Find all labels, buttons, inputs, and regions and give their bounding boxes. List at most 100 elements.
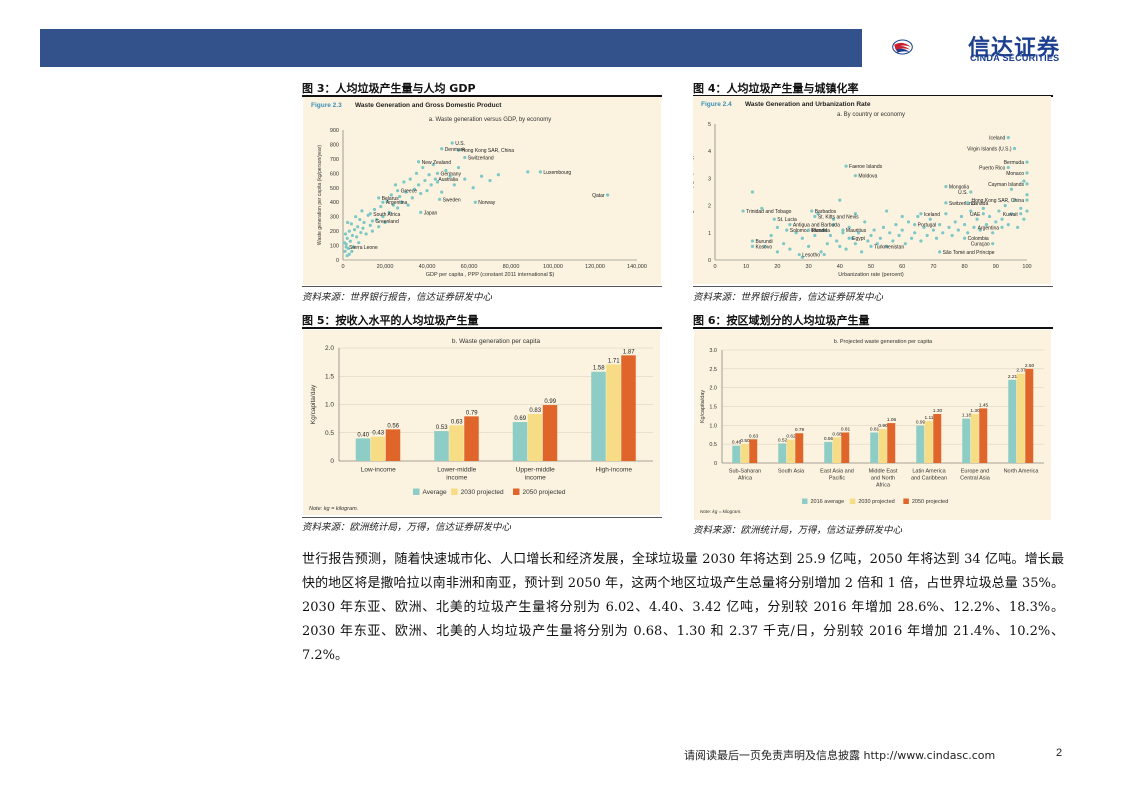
point-label: Norway: [478, 200, 495, 206]
figure-3-rule: [302, 95, 662, 97]
scatter-point: [349, 222, 353, 226]
point-label: Luxembourg: [543, 170, 571, 176]
bar-value-label: 1.30: [970, 408, 980, 414]
chart-title: b. Waste generation per capita: [452, 338, 541, 345]
scatter-point: [853, 174, 857, 178]
point-label: Argentina: [386, 200, 408, 206]
category-label: income: [525, 475, 546, 482]
scatter-point: [860, 250, 864, 254]
figure-3-chart: Figure 2.3 Waste Generation and Gross Dom…: [303, 97, 661, 285]
scatter-point: [810, 209, 814, 213]
point-label: Kosovo: [755, 244, 772, 250]
scatter-point: [769, 233, 773, 238]
scatter-point: [847, 236, 851, 240]
category-label: North America: [1004, 469, 1040, 475]
point-label: Japan: [424, 210, 438, 216]
bar: [778, 443, 787, 463]
scatter-point: [347, 252, 351, 256]
point-label: Hong Kong SAR, China: [462, 148, 515, 154]
y-tick-label: 300: [330, 215, 339, 221]
bar: [887, 423, 896, 463]
bar: [841, 432, 850, 463]
scatter-point: [807, 228, 811, 232]
point-label: Iceland: [989, 136, 1005, 142]
scatter-point: [981, 212, 985, 216]
scatter-point: [841, 228, 845, 232]
point-label: Antigua and Barbuda: [793, 223, 840, 229]
scatter-point: [417, 160, 421, 164]
scatter-point: [383, 220, 387, 225]
x-tick-label: 80,000: [503, 264, 520, 270]
scatter-point: [440, 147, 444, 151]
point-label: Argentina: [978, 225, 1000, 231]
scatter-point: [1003, 204, 1007, 208]
scatter-point: [772, 217, 776, 221]
scatter-point: [853, 242, 857, 246]
point-label: Colombia: [968, 236, 989, 242]
scatter-point: [944, 201, 948, 205]
scatter-point: [488, 178, 492, 183]
scatter-point: [813, 214, 817, 219]
scatter-point: [412, 187, 416, 191]
scatter-point: [1019, 206, 1023, 210]
bar: [370, 436, 386, 461]
y-tick-label: 700: [330, 157, 339, 163]
y-tick-label: 0: [714, 461, 717, 467]
y-tick-label: 0.5: [709, 442, 717, 448]
x-tick-label: 60: [899, 264, 905, 270]
scatter-point: [794, 231, 798, 235]
scatter-point: [822, 228, 826, 232]
scatter-point: [825, 242, 829, 246]
scatter-point: [900, 214, 904, 219]
scatter-point: [966, 201, 970, 205]
scatter-point: [838, 198, 842, 202]
scatter-point: [891, 239, 895, 243]
page-number: 2: [1056, 747, 1063, 759]
scatter-point: [991, 242, 995, 246]
bar: [870, 432, 879, 463]
scatter-point: [800, 255, 804, 259]
scatter-point: [538, 170, 542, 174]
scatter-point: [869, 233, 873, 238]
scatter-point: [975, 217, 979, 221]
bar-value-label: 1.18: [962, 413, 972, 419]
x-tick-label: 50: [868, 264, 874, 270]
category-label: income: [446, 475, 467, 482]
figure-5-source: 资料来源：欧洲统计局，万得，信达证券研发中心: [302, 522, 512, 533]
scatter-point: [429, 183, 433, 187]
scatter-point: [1012, 146, 1017, 151]
point-label: Egypt: [852, 236, 865, 242]
scatter-point: [959, 214, 964, 219]
point-label: St. Kitts and Nevis: [818, 214, 859, 220]
bar: [542, 405, 558, 461]
scatter-point: [963, 236, 967, 240]
scatter-point: [875, 242, 879, 246]
bar: [527, 414, 543, 461]
category-label: Lower-middle: [437, 467, 476, 474]
bar: [449, 425, 464, 461]
y-tick-label: 4: [708, 149, 711, 155]
bar-value-label: 1.11: [925, 415, 934, 421]
y-tick-label: 3.0: [709, 348, 717, 354]
point-label: Trinidad and Tobago: [746, 209, 792, 215]
scatter-point: [354, 215, 358, 219]
category-label: Central Asia: [960, 476, 991, 482]
scatter-point: [885, 244, 889, 248]
legend-label: Average: [423, 489, 447, 496]
scatter-point: [381, 215, 385, 219]
scatter-point: [438, 197, 442, 201]
point-label: Belarus: [382, 196, 399, 202]
scatter-point: [831, 217, 836, 221]
figure-6-chart: b. Projected waste generation per capita…: [694, 330, 1051, 520]
scatter-point: [913, 231, 917, 235]
y-tick-label: 0: [336, 258, 339, 264]
chart-subtitle: a. By country or economy: [837, 112, 905, 118]
bar: [749, 439, 758, 463]
scatter-point: [360, 209, 364, 213]
scatter-point: [343, 249, 347, 253]
scatter-point: [402, 180, 406, 184]
y-tick-label: 1.0: [325, 402, 334, 409]
scatter-point: [1025, 160, 1029, 164]
bar-value-label: 0.62: [786, 434, 796, 440]
scatter-point: [425, 189, 429, 193]
